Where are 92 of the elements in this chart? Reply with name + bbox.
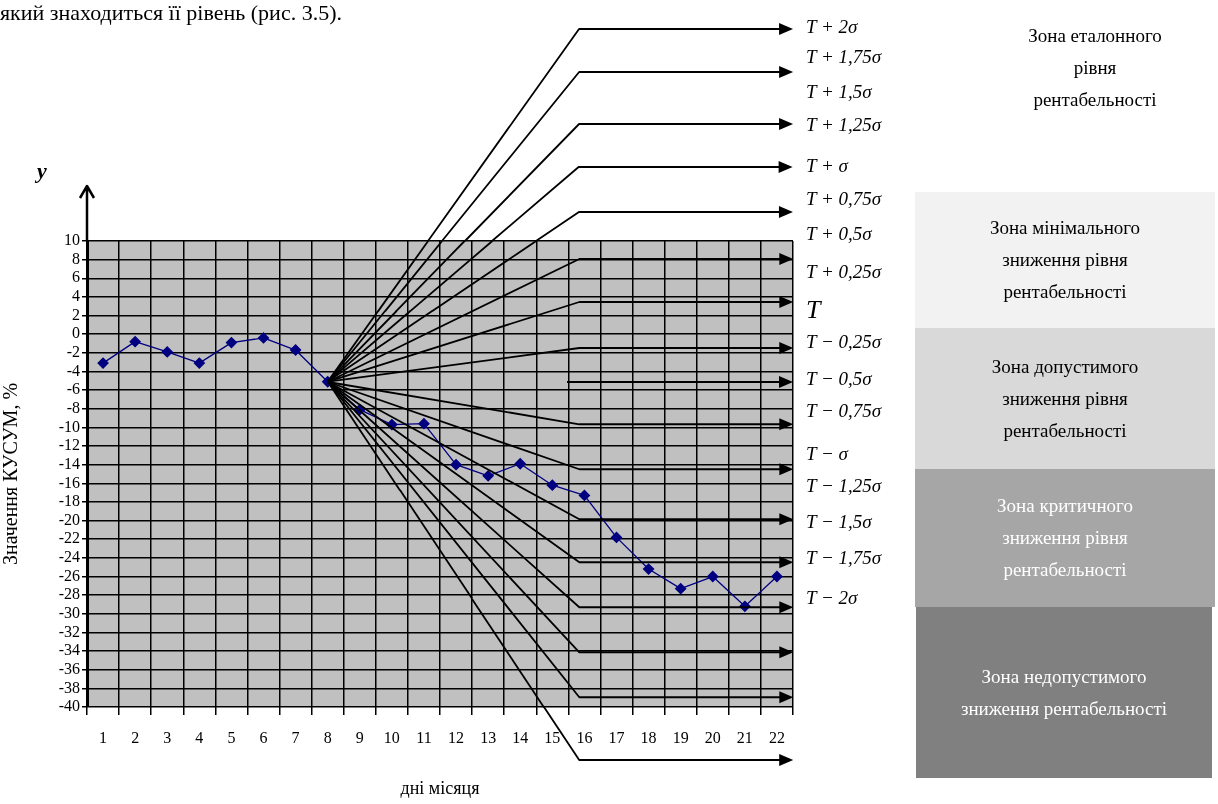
y-tick-label: -8 (66, 398, 80, 416)
y-tick-label: -14 (58, 454, 80, 472)
text: T + σ (806, 155, 848, 177)
point (514, 458, 526, 470)
x-tick-label: 12 (448, 728, 465, 746)
x-tick-label: 14 (512, 728, 529, 746)
point (675, 582, 687, 595)
text: T − 0,25σ (806, 331, 882, 353)
x-tick-label: 10 (383, 728, 400, 746)
y-tick-label: -18 (58, 492, 80, 510)
x-tick-label: 21 (736, 728, 753, 746)
x-tick-label: 4 (195, 728, 204, 746)
point (642, 563, 655, 575)
x-tick-label: 16 (576, 728, 593, 746)
text: T + 1,5σ (806, 81, 872, 103)
text: Зона мінімального зниження рівня рентабельності (915, 192, 1215, 328)
y-tick-label: 4 (72, 287, 80, 305)
text: T + 0,75σ (806, 188, 882, 210)
y-tick-label: 0 (72, 324, 80, 342)
text: T + 0,25σ (806, 261, 882, 283)
y-tick-label: -2 (66, 343, 80, 361)
y-axis-title: Значення КУСУМ, % (0, 382, 22, 566)
point (97, 357, 109, 369)
point (129, 336, 141, 348)
point (546, 479, 558, 491)
text: T − σ (806, 443, 848, 465)
point (707, 570, 719, 583)
y-tick-label: -16 (58, 473, 80, 491)
x-tick-label: 19 (672, 728, 689, 746)
y-tick-label: -40 (58, 697, 80, 715)
y-tick-label: -20 (58, 510, 80, 528)
y-tick-label: -34 (58, 641, 80, 659)
point (193, 357, 205, 369)
text: який знаходиться її рівень (рис. 3.5). (0, 0, 342, 26)
text: y (37, 158, 47, 184)
y-tick-label: 2 (72, 305, 80, 323)
point (289, 344, 302, 356)
x-tick-label: 2 (131, 728, 140, 746)
point (482, 470, 494, 482)
text: T − 1,75σ (806, 547, 882, 569)
x-tick-label: 1 (99, 728, 108, 746)
text: T + 1,75σ (806, 46, 882, 68)
x-tick-label: 3 (163, 728, 172, 746)
text: T + 2σ (806, 16, 858, 38)
x-tick-label: 8 (323, 728, 332, 746)
x-tick-label: 18 (640, 728, 657, 746)
text: T (806, 295, 821, 325)
x-tick-label: 6 (259, 728, 268, 746)
text: T − 2σ (806, 587, 858, 609)
y-tick-label: -4 (66, 361, 80, 379)
y-tick-label: -30 (58, 604, 80, 621)
y-tick-label: -24 (58, 548, 80, 566)
point (257, 332, 270, 344)
text: T + 0,5σ (806, 223, 872, 245)
text: Зона допустимого зниження рівня рентабельності (915, 328, 1215, 469)
x-axis-title: дні місяця (400, 777, 480, 798)
y-tick-label: -38 (58, 678, 80, 696)
y-tick-label: -10 (58, 417, 80, 435)
x-tick-label: 15 (544, 728, 561, 746)
x-tick-label: 13 (480, 728, 497, 746)
y-tick-label: -28 (58, 585, 80, 603)
point (450, 459, 462, 471)
y-tick-label: -36 (58, 659, 80, 677)
y-tick-label: 10 (64, 231, 80, 249)
x-tick-label: 22 (768, 728, 785, 746)
x-tick-label: 5 (227, 728, 236, 746)
x-tick-label: 11 (416, 728, 432, 746)
point (610, 531, 623, 544)
text: Зона еталонного рівня рентабельності (1027, 25, 1163, 110)
y-tick-label: -6 (66, 380, 80, 398)
y-tick-label: -26 (58, 566, 80, 584)
x-tick-label: 20 (704, 728, 721, 746)
x-tick-label: 17 (608, 728, 625, 746)
y-tick-label: -22 (58, 529, 80, 547)
text: Зона недопустимого зниження рентабельності (916, 607, 1212, 778)
x-tick-label: 9 (355, 728, 364, 746)
y-tick-label: -32 (58, 622, 80, 640)
point (578, 489, 591, 502)
y-tick-label: 8 (72, 249, 80, 267)
y-tick-label: -12 (58, 436, 80, 454)
text: T − 0,5σ (806, 368, 872, 390)
text: T + 1,25σ (806, 114, 882, 136)
text: Зона критичного зниження рівня рентабельності (915, 469, 1215, 607)
point (418, 418, 430, 430)
text: T − 1,25σ (806, 475, 882, 497)
text: T − 0,75σ (806, 400, 882, 422)
x-tick-label: 7 (291, 728, 300, 746)
point (771, 570, 783, 583)
text: T − 1,5σ (806, 511, 872, 533)
point (161, 346, 173, 358)
y-tick-label: 6 (72, 268, 80, 286)
point (225, 336, 238, 349)
